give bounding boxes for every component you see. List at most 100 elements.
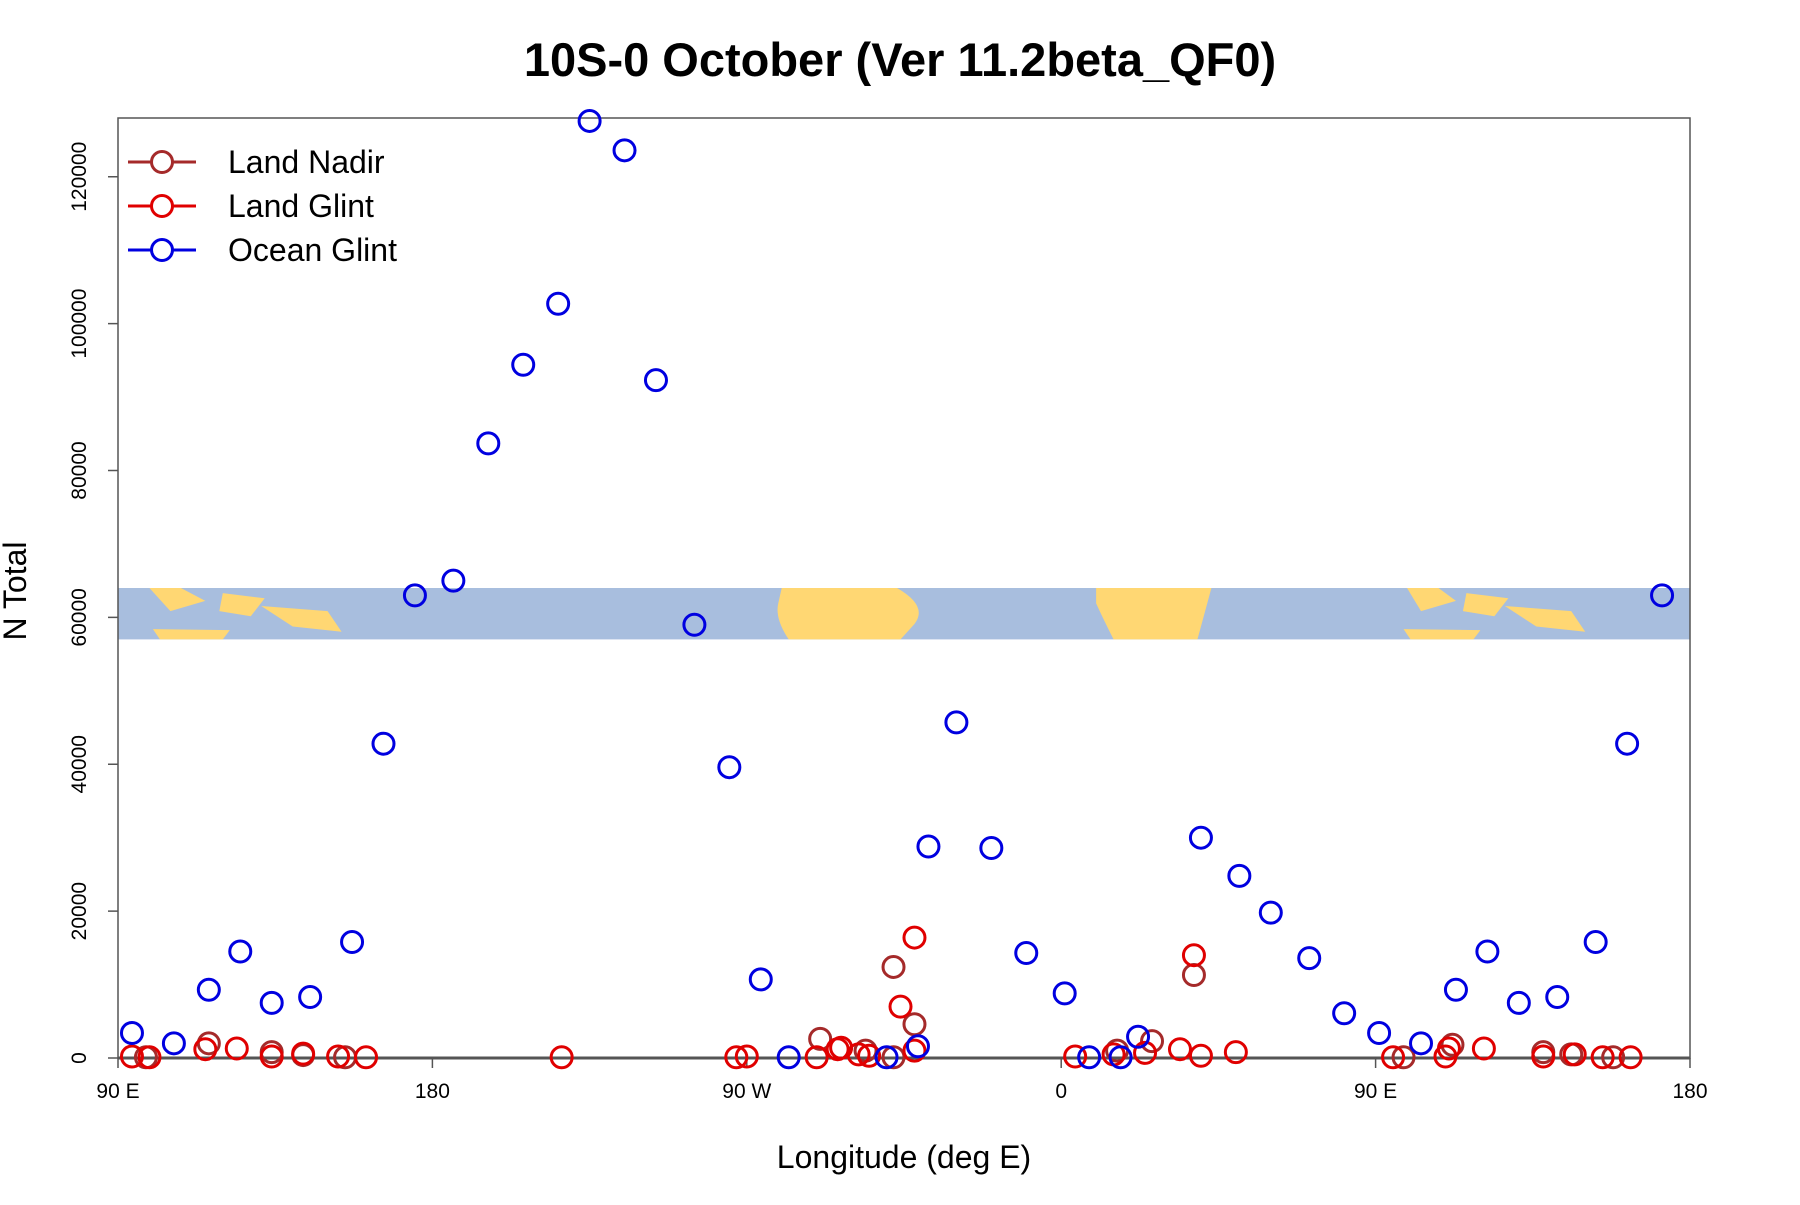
ocean-glint-point: [1108, 1045, 1133, 1070]
ocean-glint-point: [161, 1031, 186, 1056]
y-tick-label: 120000: [68, 142, 91, 212]
land-glint-point: [1562, 1042, 1587, 1067]
x-tick-label: 90 E: [96, 1080, 139, 1103]
land-glint-point: [1181, 943, 1206, 968]
ocean-glint-point: [1545, 985, 1570, 1010]
ocean-glint-point: [1409, 1031, 1434, 1056]
legend-label-ocean-glint: Ocean Glint: [228, 232, 397, 268]
land-glint-point: [1133, 1040, 1158, 1065]
land-glint-point: [1436, 1036, 1461, 1061]
legend: Land Nadir Land Glint Ocean Glint: [128, 144, 397, 268]
land-nadir-point: [881, 954, 906, 979]
ocean-glint-point: [476, 431, 501, 456]
land-glint-point: [1381, 1045, 1406, 1070]
legend-label-land-glint: Land Glint: [228, 188, 374, 224]
land-glint-point: [291, 1041, 316, 1066]
ocean-glint-point: [1583, 929, 1608, 954]
ocean-glint-point: [717, 755, 742, 780]
land-glint-point: [224, 1036, 249, 1061]
map-land: [261, 605, 342, 632]
ocean-glint-point: [402, 583, 427, 608]
y-axis-title: N Total: [0, 541, 33, 640]
land-nadir-point: [1601, 1045, 1626, 1070]
land-glint-point: [1167, 1037, 1192, 1062]
ocean-glint-point: [874, 1045, 899, 1070]
land-glint-point: [1531, 1044, 1556, 1069]
y-tick-label: 60000: [68, 588, 91, 646]
y-tick-label: 80000: [68, 441, 91, 499]
land-glint-point: [857, 1043, 882, 1068]
ocean-glint-point: [577, 108, 602, 133]
y-axis: 0 20000 40000 60000 80000 100000 120000: [68, 142, 118, 1064]
ocean-glint-point: [1650, 583, 1675, 608]
ocean-glint-point: [1297, 946, 1322, 971]
land-glint-point: [354, 1045, 379, 1070]
map-land: [1462, 593, 1509, 617]
ocean-glint-point: [944, 710, 969, 735]
ocean-glint-point: [905, 1034, 930, 1059]
ocean-glint-point: [1014, 940, 1039, 965]
ocean-glint-point: [979, 835, 1004, 860]
ocean-glint-point: [776, 1045, 801, 1070]
land-glint-point: [1618, 1045, 1643, 1070]
ocean-glint-point: [1188, 825, 1213, 850]
x-axis: 90 E 180 90 W 0 90 E 180: [96, 1058, 1708, 1103]
land-glint-point: [734, 1044, 759, 1069]
ocean-glint-point: [441, 568, 466, 593]
legend-label-land-nadir: Land Nadir: [228, 144, 385, 180]
land-glint-point: [259, 1044, 284, 1069]
ocean-glint-point: [1615, 731, 1640, 756]
ocean-glint-point: [371, 731, 396, 756]
inset-map-strip: [118, 588, 1690, 640]
ocean-glint-point: [196, 977, 221, 1002]
land-glint-point: [902, 1038, 927, 1063]
land-glint-point: [193, 1037, 218, 1062]
y-tick-label: 100000: [68, 289, 91, 359]
ocean-glint-point: [1367, 1021, 1392, 1046]
map-land: [777, 588, 919, 640]
land-glint-point: [119, 1044, 144, 1069]
land-nadir-point: [1440, 1032, 1465, 1057]
y-tick-label: 0: [68, 1052, 91, 1064]
data-points: [119, 108, 1675, 1070]
ocean-glint-point: [1443, 977, 1468, 1002]
map-land: [1403, 629, 1481, 640]
ocean-glint-point: [1052, 981, 1077, 1006]
ocean-glint-point: [1227, 863, 1252, 888]
ocean-glint-point: [1077, 1045, 1102, 1070]
x-tick-label: 180: [415, 1080, 450, 1103]
map-land: [1096, 588, 1212, 640]
chart-title: 10S-0 October (Ver 11.2beta_QF0): [524, 33, 1276, 86]
ocean-glint-point: [340, 929, 365, 954]
x-tick-label: 180: [1672, 1080, 1707, 1103]
land-glint-point: [549, 1045, 574, 1070]
land-nadir-point: [1391, 1045, 1416, 1070]
map-land: [149, 588, 206, 612]
x-tick-label: 90 E: [1354, 1080, 1397, 1103]
ocean-glint-point: [1126, 1024, 1151, 1049]
land-glint-point: [724, 1045, 749, 1070]
ocean-glint-point: [916, 834, 941, 859]
land-glint-point: [326, 1044, 351, 1069]
ocean-glint-point: [119, 1021, 144, 1046]
ocean-glint-point: [1332, 1001, 1357, 1026]
map-land: [219, 593, 265, 617]
ocean-glint-point: [643, 368, 668, 393]
land-glint-point: [1471, 1036, 1496, 1061]
legend-marker-land-glint: [150, 194, 174, 218]
ocean-glint-point: [546, 291, 571, 316]
x-tick-label: 0: [1055, 1080, 1067, 1103]
land-glint-point: [1188, 1043, 1213, 1068]
map-land: [152, 629, 230, 640]
land-glint-point: [1223, 1040, 1248, 1065]
land-nadir-point: [1140, 1029, 1165, 1054]
ocean-glint-point: [511, 352, 536, 377]
y-tick-label: 20000: [68, 882, 91, 940]
land-glint-point: [1063, 1044, 1088, 1069]
ocean-glint-point: [1258, 900, 1283, 925]
land-nadir-point: [881, 1045, 906, 1070]
land-glint-point: [888, 994, 913, 1019]
ocean-glint-point: [682, 612, 707, 637]
